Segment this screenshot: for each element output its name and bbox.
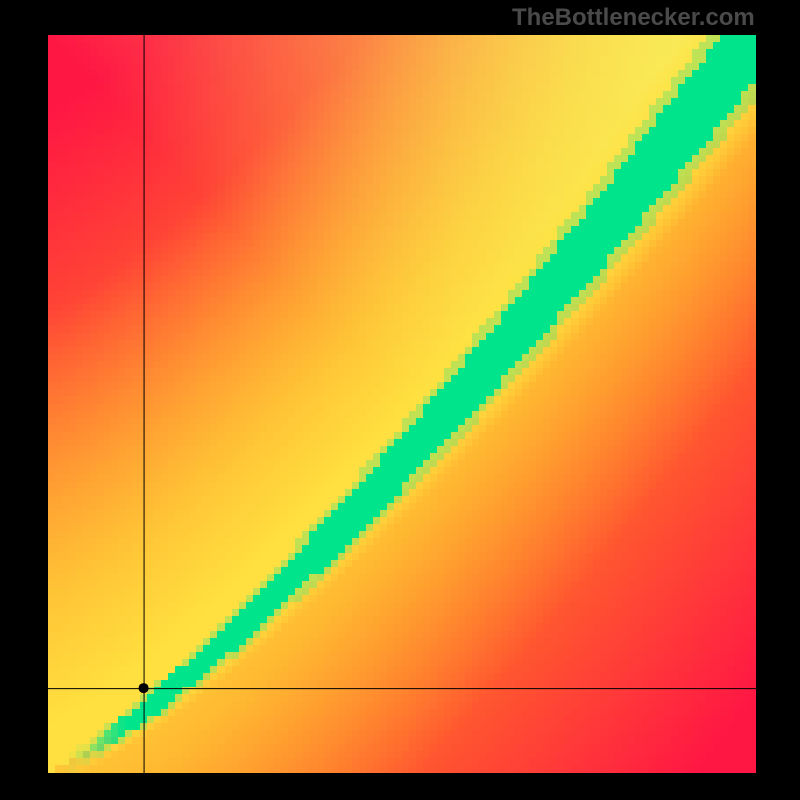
watermark-label: TheBottlenecker.com xyxy=(512,4,755,32)
heatmap-plot xyxy=(48,35,756,773)
chart-container: TheBottlenecker.com xyxy=(0,0,800,800)
heatmap-canvas xyxy=(48,35,756,773)
